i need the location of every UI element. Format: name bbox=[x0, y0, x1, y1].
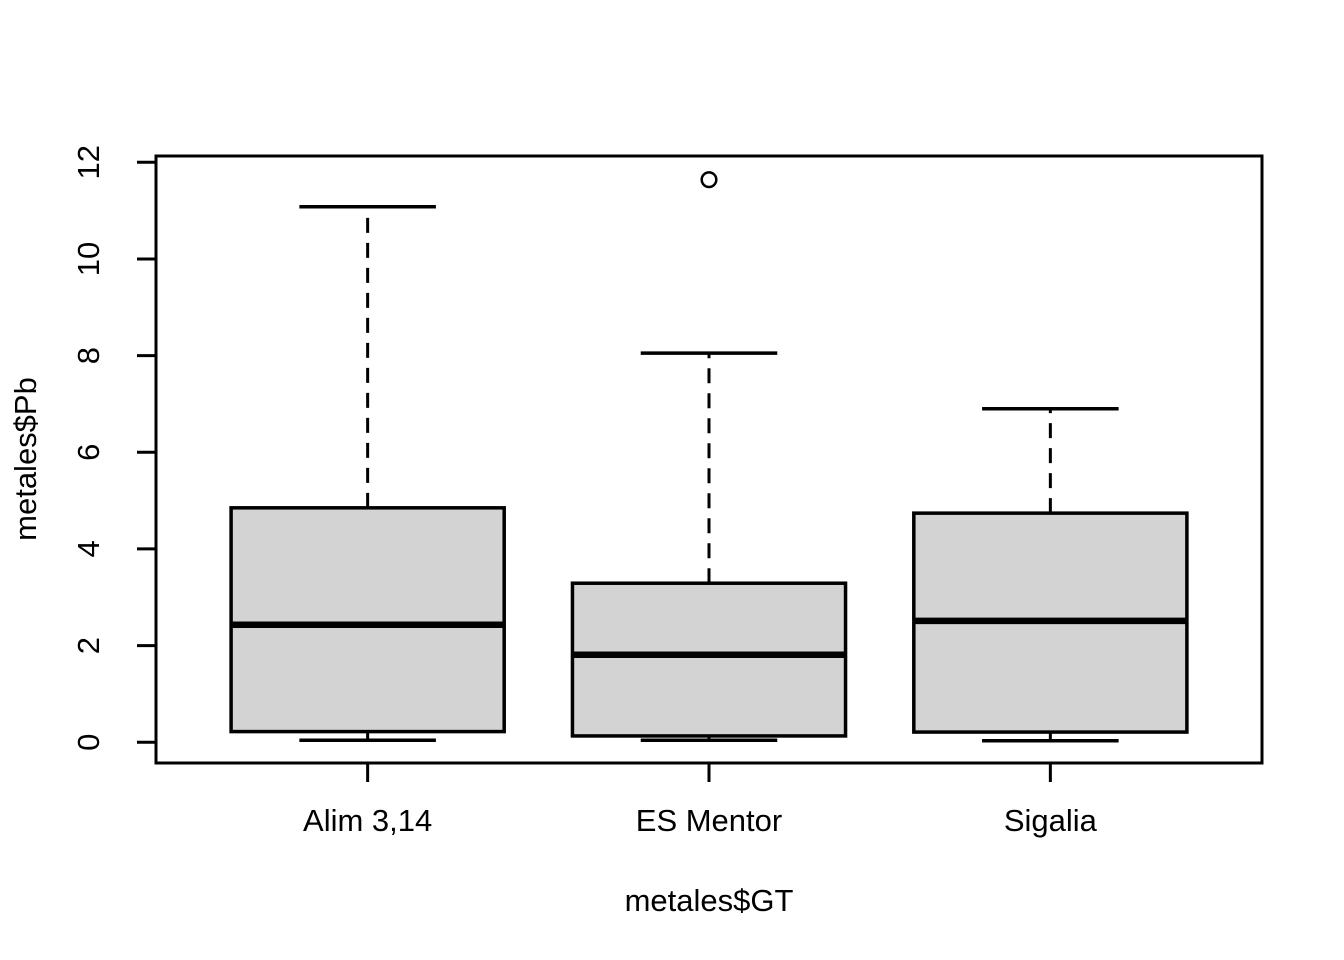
box-rect bbox=[229, 506, 506, 734]
y-tick-label: 4 bbox=[71, 540, 106, 557]
y-tick-label: 8 bbox=[71, 347, 106, 364]
plot-border bbox=[154, 154, 1264, 765]
y-tick-label: 0 bbox=[71, 734, 106, 751]
y-tick-label: 6 bbox=[71, 444, 106, 461]
y-tick-label: 10 bbox=[71, 242, 106, 276]
y-tick-label: 12 bbox=[71, 145, 106, 179]
x-category-label: ES Mentor bbox=[636, 803, 782, 838]
outlier-point bbox=[700, 171, 718, 189]
plot-content: 0 2 4 6 8 10 12 Alim 3,14 ES Mentor Sigalia bbox=[71, 145, 1264, 838]
x-category-label: Alim 3,14 bbox=[303, 803, 432, 838]
x-axis-title: metales$GT bbox=[625, 883, 794, 918]
x-category-label: Sigalia bbox=[1004, 803, 1098, 838]
box-rect bbox=[570, 581, 848, 738]
y-tick-label: 2 bbox=[71, 637, 106, 654]
y-axis-title: metales$Pb bbox=[8, 377, 43, 541]
